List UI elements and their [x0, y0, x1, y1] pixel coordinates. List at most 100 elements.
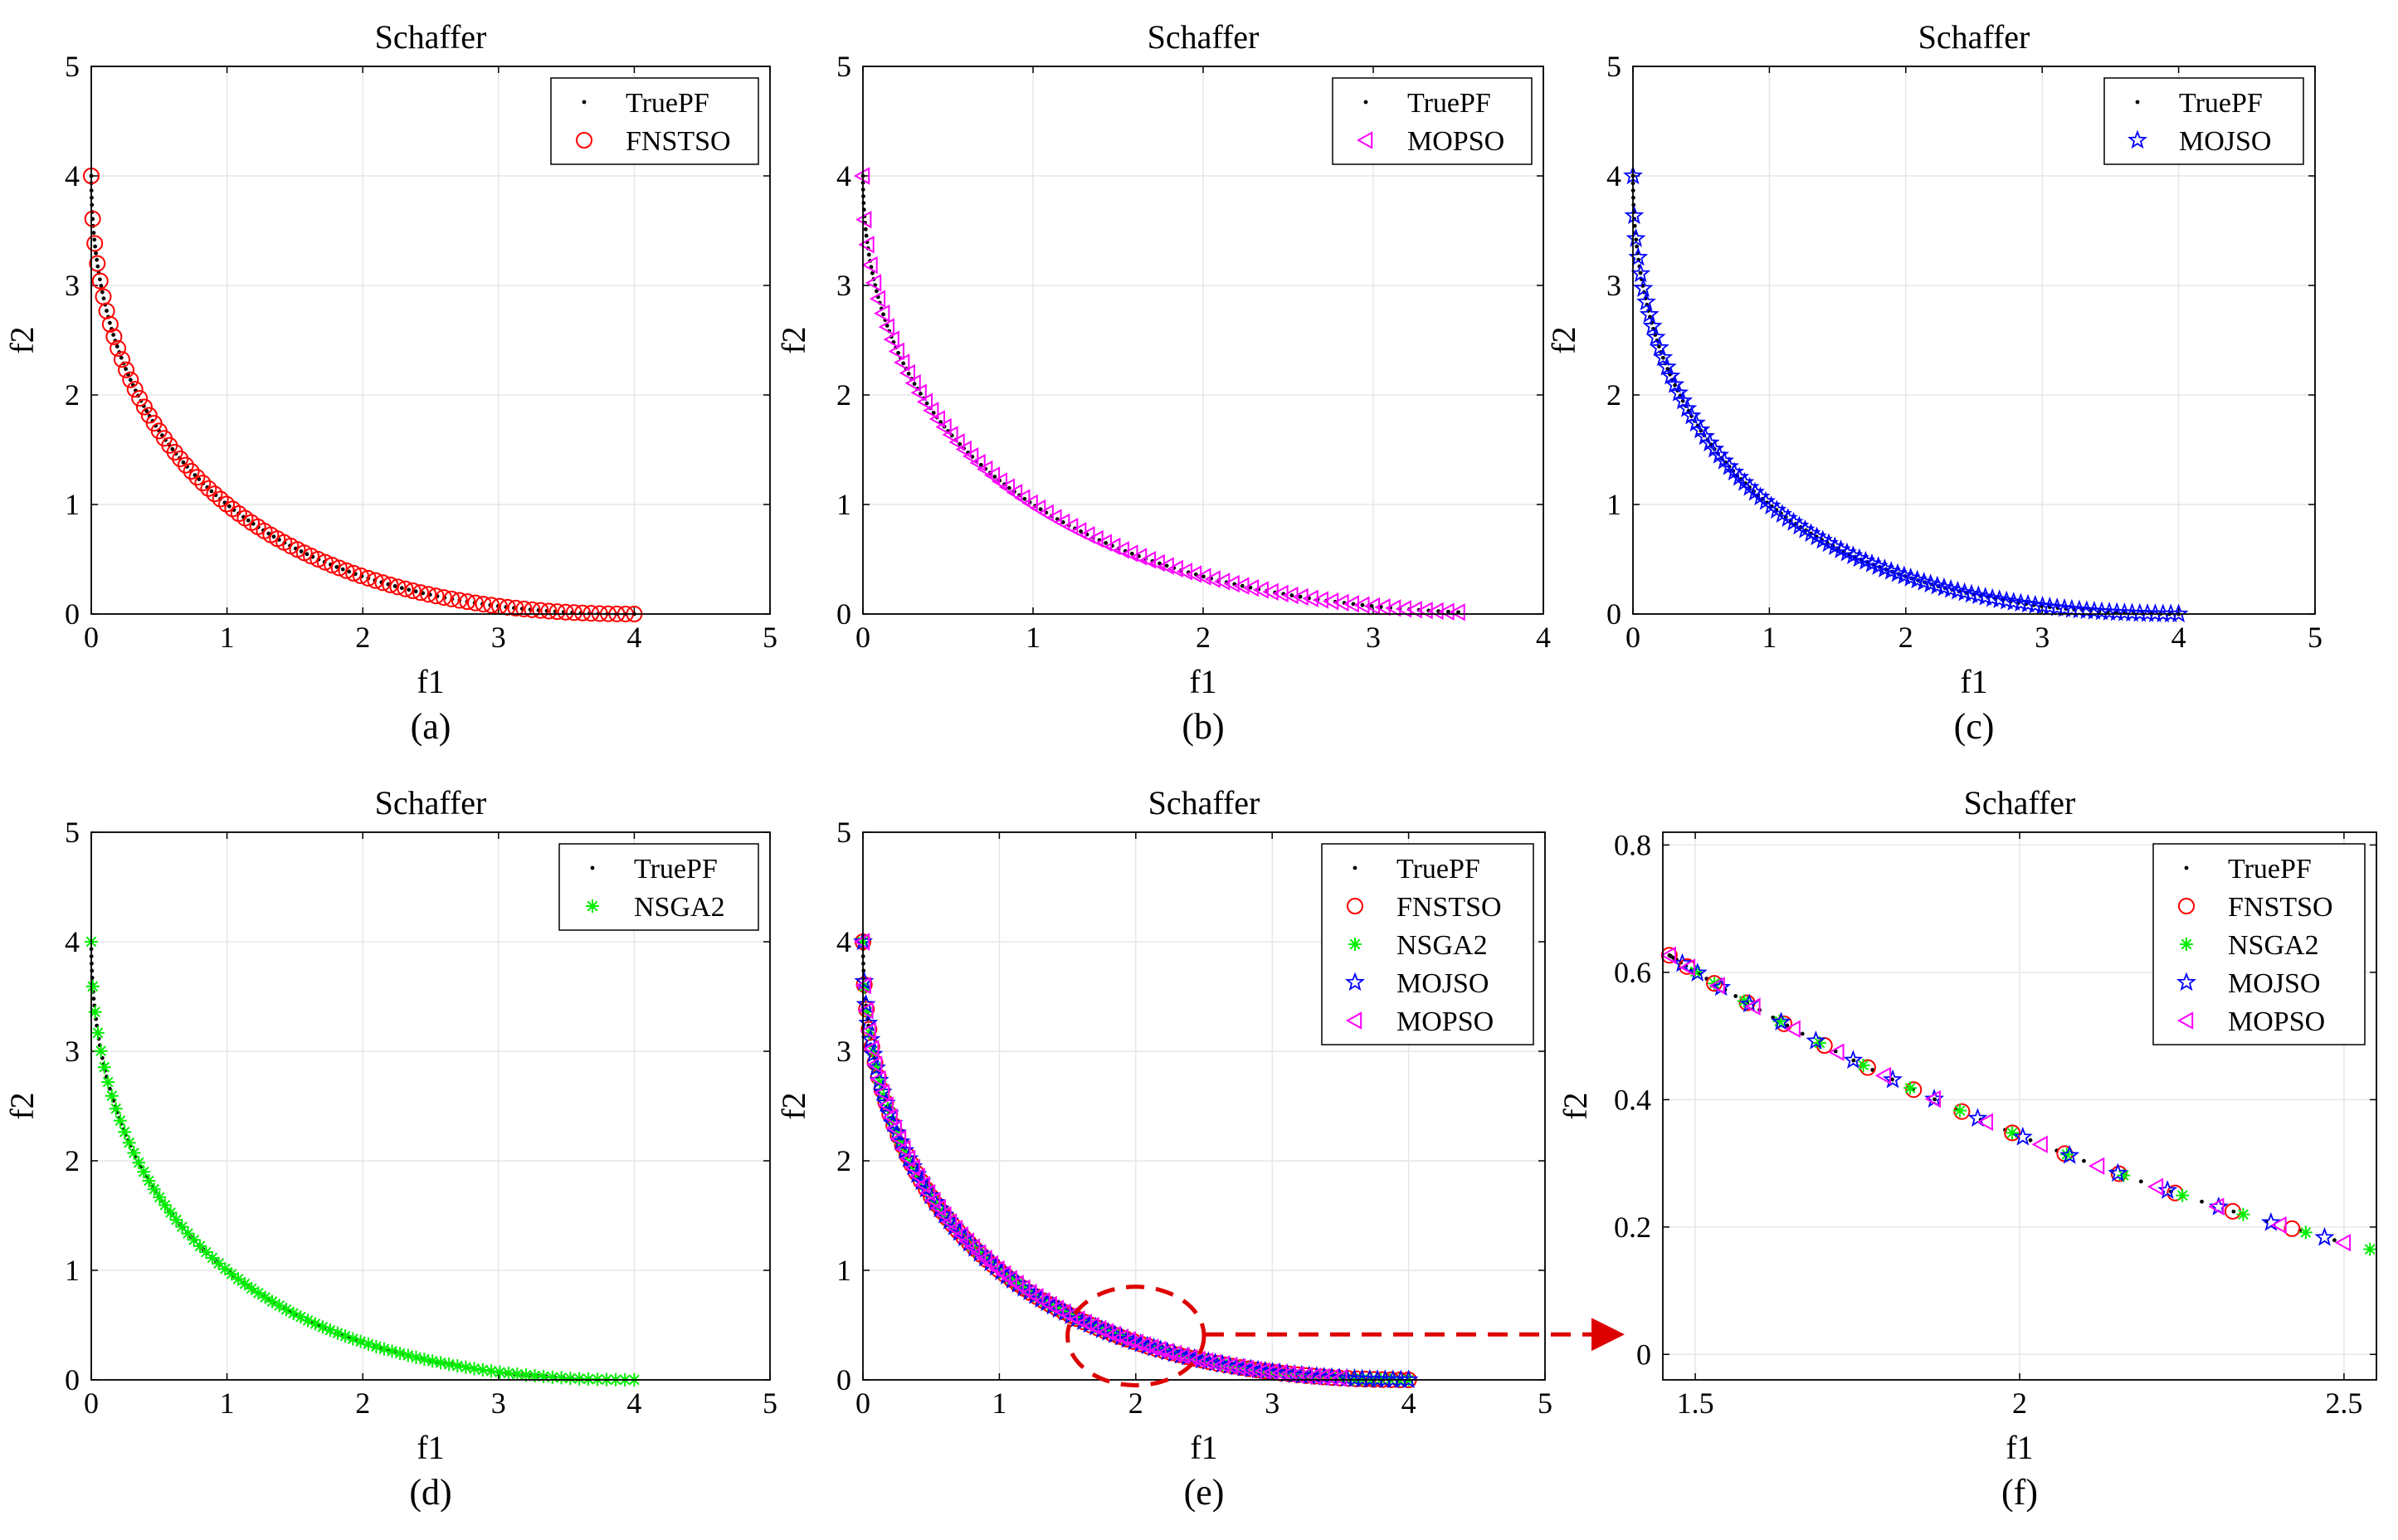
data-point	[857, 979, 871, 993]
data-point	[315, 1320, 329, 1334]
legend-label-fnstso: FNSTSO	[1396, 892, 1502, 923]
data-point	[540, 602, 558, 620]
data-point	[977, 460, 993, 479]
data-point	[2006, 1126, 2020, 1140]
data-point	[338, 562, 355, 579]
x-axis-label: f1	[2006, 1429, 2033, 1466]
chart-title: Schaffer	[1918, 18, 2030, 56]
legend-label-fnstso: FNSTSO	[2228, 892, 2333, 923]
data-point	[941, 1213, 958, 1231]
data-point	[1744, 997, 1761, 1016]
data-point	[1314, 1367, 1330, 1386]
y-axis-label: f2	[775, 1092, 812, 1119]
data-point	[942, 426, 958, 444]
data-point	[1181, 1348, 1198, 1367]
axes-frame	[1632, 66, 2316, 615]
data-point	[2108, 1162, 2128, 1182]
data-point	[881, 312, 885, 317]
x-tick-label: 1	[1762, 621, 1777, 654]
data-point	[863, 1040, 880, 1058]
y-tick-label: 0	[836, 1363, 851, 1396]
chart-title: Schaffer	[375, 18, 487, 56]
legend-box	[1332, 77, 1533, 165]
data-point	[1079, 529, 1084, 534]
data-point	[519, 1368, 533, 1382]
data-point	[545, 1370, 559, 1384]
data-point	[369, 1339, 383, 1353]
data-point	[1953, 1104, 1967, 1118]
data-point	[855, 210, 872, 229]
data-point	[225, 1267, 239, 1281]
data-point	[362, 1337, 375, 1351]
legend-marker-mojso	[2176, 972, 2196, 992]
data-point	[1014, 489, 1031, 507]
data-point	[392, 584, 397, 588]
data-point	[153, 1191, 167, 1204]
data-point	[404, 582, 422, 599]
data-point	[91, 272, 109, 290]
y-tick-label: 2	[836, 378, 851, 412]
data-point	[99, 284, 104, 288]
data-point	[881, 1108, 898, 1127]
data-point	[251, 1286, 266, 1300]
data-point	[459, 593, 476, 611]
data-point	[935, 417, 952, 436]
data-point	[2059, 1145, 2080, 1164]
legend-label-truepf: TruePF	[2179, 88, 2263, 119]
data-point	[90, 1026, 105, 1040]
data-point	[865, 274, 882, 292]
data-point	[128, 378, 133, 383]
legend-marker-truepf	[2184, 865, 2189, 870]
data-point	[988, 1260, 1005, 1279]
data-point	[158, 1198, 172, 1212]
data-point	[266, 1294, 279, 1309]
data-point	[127, 1146, 141, 1160]
y-tick-label: 0.8	[1614, 828, 1651, 861]
x-tick-label: 1	[220, 621, 235, 654]
data-point	[1785, 1023, 1790, 1028]
y-tick-label: 1	[1606, 488, 1621, 521]
legend-label-mojso: MOJSO	[2179, 126, 2271, 157]
data-point	[863, 227, 868, 231]
data-point	[870, 1070, 886, 1089]
series-fnstso	[1660, 947, 2301, 1237]
data-point	[1011, 1277, 1024, 1291]
legend-box	[558, 843, 759, 931]
data-point	[1207, 1356, 1221, 1370]
data-point	[93, 244, 98, 249]
data-point	[475, 1363, 490, 1377]
data-point	[1143, 1338, 1159, 1357]
data-point	[111, 333, 116, 337]
x-tick-label: 5	[763, 1386, 777, 1420]
data-point	[875, 289, 879, 294]
data-point	[1201, 574, 1206, 579]
y-tick-label: 4	[65, 159, 80, 192]
data-point	[367, 572, 384, 589]
data-point	[1706, 975, 1723, 992]
y-tick-label: 2	[1606, 378, 1621, 412]
y-tick-label: 3	[65, 1035, 80, 1068]
x-axis-label: f1	[417, 663, 444, 700]
data-point	[1905, 1081, 1923, 1099]
data-point	[1006, 484, 1023, 502]
y-tick-label: 2	[65, 1144, 80, 1177]
data-point	[888, 342, 904, 361]
data-point	[199, 1245, 213, 1259]
x-tick-label: 0	[1625, 621, 1640, 654]
data-point	[878, 318, 894, 336]
data-point	[1843, 1050, 1864, 1069]
data-point	[1806, 1031, 1826, 1050]
data-point	[352, 567, 369, 584]
axes-frame	[1662, 831, 2377, 1381]
data-point	[135, 398, 153, 416]
data-point	[397, 580, 414, 597]
data-point	[181, 1226, 195, 1240]
legend-marker-truepf	[582, 100, 587, 105]
data-point	[401, 1348, 415, 1362]
data-point	[101, 1075, 115, 1089]
data-point	[924, 401, 929, 406]
data-point	[188, 469, 206, 486]
y-tick-label: 3	[836, 1035, 851, 1068]
data-point	[2363, 1242, 2377, 1256]
data-point	[1645, 326, 1666, 346]
